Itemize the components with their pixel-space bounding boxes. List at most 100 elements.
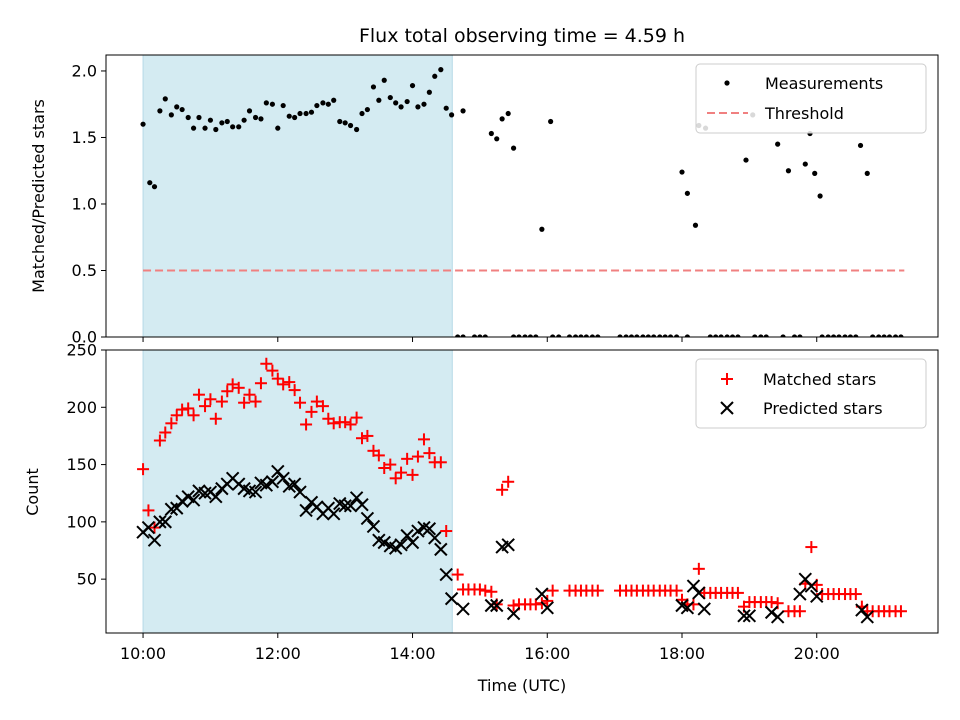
matched-star-point [401, 452, 414, 465]
measurement-point [297, 110, 303, 117]
predicted-star-point [860, 610, 874, 624]
matched-star-point [232, 381, 245, 394]
ratio-y-tick-label: 1.5 [72, 128, 97, 147]
count-x-tick-label: 20:00 [794, 644, 840, 663]
measurement-point [354, 126, 360, 133]
measurement-point [589, 334, 595, 337]
predicted-star-point [276, 471, 290, 486]
measurement-point [853, 334, 859, 337]
predicted-star-point [360, 511, 375, 526]
measurement-point [275, 125, 281, 131]
matched-star-point [496, 483, 509, 496]
measurement-point [578, 334, 584, 337]
measurement-point [718, 334, 724, 337]
measurement-point [556, 334, 562, 337]
measurement-point [443, 105, 449, 111]
predicted-star-point [248, 485, 263, 499]
legend-matched-label: Matched stars [763, 370, 876, 389]
matched-star-point [176, 403, 189, 416]
measurement-point [185, 114, 191, 121]
measurement-point [147, 180, 153, 186]
measurement-point [179, 106, 185, 113]
measurement-point [583, 334, 589, 337]
measurement-point [455, 334, 461, 337]
measurement-point [241, 117, 247, 123]
measurement-point [415, 104, 421, 110]
measurement-point [763, 334, 769, 337]
count-legend-box [695, 358, 927, 429]
measurement-point [657, 334, 663, 337]
matched-star-point [423, 447, 436, 460]
legend-measurements-marker [724, 80, 730, 86]
measurement-point [758, 334, 764, 337]
predicted-star-point [175, 494, 189, 508]
ratio-y-tick-label: 2.0 [72, 61, 97, 80]
measurement-point [162, 96, 168, 102]
measurement-point [292, 114, 298, 121]
measurement-point [842, 334, 848, 337]
measurement-point [393, 100, 399, 106]
predicted-star-point [287, 477, 302, 491]
observing-window-shade [142, 54, 453, 338]
predicted-star-point [366, 519, 381, 534]
measurement-point [667, 334, 674, 337]
ratio-y-tick-label: 1.0 [72, 194, 97, 213]
matched-star-point [288, 384, 301, 397]
measurement-point [426, 89, 432, 95]
ratio-legend-box [695, 63, 927, 134]
count-y-axis-label: Count [23, 468, 42, 516]
legend-predicted-label: Predicted stars [763, 399, 883, 418]
measurement-point [864, 170, 870, 176]
matched-star-point [529, 598, 542, 611]
matched-star-point [226, 378, 239, 391]
predicted-star-point [535, 587, 549, 601]
matched-star-point [165, 417, 178, 430]
measurement-point [735, 334, 741, 337]
predicted-star-point [377, 535, 391, 550]
predicted-star-point [737, 609, 751, 623]
measurement-point [505, 110, 511, 117]
measurement-point [303, 110, 309, 117]
measurement-point [539, 226, 545, 232]
measurement-point [432, 73, 438, 79]
measurement-point [252, 114, 259, 121]
predicted-star-point [506, 606, 521, 621]
chart-title: Flux total observing time = 4.59 h [359, 25, 685, 47]
matched-star-point [159, 426, 172, 439]
predicted-star-point [326, 507, 341, 521]
ratio-y-tick-label: 0.5 [72, 261, 97, 280]
measurement-point [830, 334, 837, 337]
matched-star-point [283, 376, 296, 389]
predicted-star-point [439, 567, 453, 582]
matched-star-point [350, 411, 363, 424]
measurement-point [817, 193, 823, 199]
measurement-point [785, 168, 792, 174]
matched-star-point [182, 402, 195, 415]
measurement-point [692, 222, 699, 228]
matched-star-point [153, 434, 166, 447]
predicted-star-point [742, 609, 757, 623]
count-y-tick-label: 250 [66, 341, 97, 360]
matched-star-point [344, 418, 357, 431]
measurement-point [269, 101, 275, 107]
matched-star-point [215, 395, 228, 408]
predicted-star-point [484, 598, 499, 613]
legend-predicted-marker [720, 401, 734, 415]
measurement-point [157, 108, 163, 114]
measurement-point [370, 84, 377, 90]
measurement-point [836, 334, 842, 337]
predicted-star-point [355, 497, 369, 512]
measurement-point [438, 67, 444, 73]
matched-star-point [142, 504, 155, 517]
measurement-point [347, 122, 354, 129]
matched-star-point [327, 417, 340, 430]
measurement-point [825, 334, 831, 337]
matched-star-point [417, 433, 430, 446]
measurement-point [494, 136, 500, 142]
legend-matched-marker [721, 373, 733, 385]
measurement-point [404, 98, 410, 105]
measurement-point [510, 334, 517, 337]
measurement-point [258, 116, 264, 122]
measurement-point [886, 334, 893, 337]
